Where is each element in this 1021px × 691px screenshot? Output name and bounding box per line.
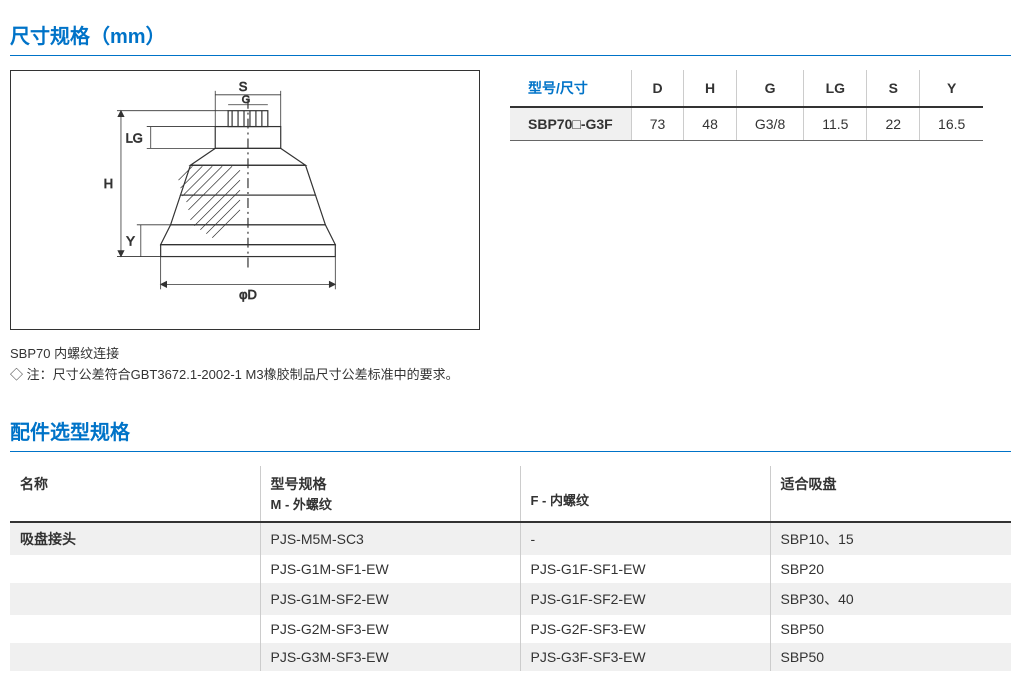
dimensions-row: S G LG H Y bbox=[10, 70, 1011, 386]
acc-name-cell: 吸盘接头 bbox=[10, 522, 260, 555]
dim-cell-LG: 11.5 bbox=[804, 107, 867, 141]
dim-header-Y: Y bbox=[920, 70, 984, 107]
dim-label-G: G bbox=[242, 94, 250, 106]
dim-label-D: φD bbox=[239, 287, 257, 302]
table-row: SBP70□-G3F 73 48 G3/8 11.5 22 16.5 bbox=[510, 107, 983, 141]
dim-label-H: H bbox=[104, 176, 113, 191]
dim-cell-model: SBP70□-G3F bbox=[510, 107, 631, 141]
diagram-note: ◇ 注：尺寸公差符合GBT3672.1-2002-1 M3橡胶制品尺寸公差标准中… bbox=[10, 365, 480, 386]
dim-header-model: 型号/尺寸 bbox=[510, 70, 631, 107]
section-title-accessories: 配件选型规格 bbox=[10, 416, 1011, 452]
table-header-row: 名称 型号规格 M - 外螺纹 F - 内螺纹 适合吸盘 bbox=[10, 466, 1011, 522]
acc-header-cup: 适合吸盘 bbox=[770, 466, 1011, 522]
acc-f-cell: PJS-G2F-SF3-EW bbox=[520, 615, 770, 643]
acc-cup-cell: SBP20 bbox=[770, 555, 1011, 583]
acc-header-cup-label: 适合吸盘 bbox=[781, 476, 837, 492]
diagram-box: S G LG H Y bbox=[10, 70, 480, 330]
acc-header-name-label: 名称 bbox=[20, 476, 48, 492]
acc-header-model-m: 型号规格 M - 外螺纹 bbox=[260, 466, 520, 522]
dim-cell-G: G3/8 bbox=[736, 107, 803, 141]
dimensions-table: 型号/尺寸 D H G LG S Y SBP70□-G3F 73 48 G3/8… bbox=[510, 70, 983, 141]
acc-cup-cell: SBP10、15 bbox=[770, 522, 1011, 555]
dim-header-G: G bbox=[736, 70, 803, 107]
table-header-row: 型号/尺寸 D H G LG S Y bbox=[510, 70, 983, 107]
dim-header-LG: LG bbox=[804, 70, 867, 107]
acc-m-cell: PJS-G2M-SF3-EW bbox=[260, 615, 520, 643]
acc-m-cell: PJS-G3M-SF3-EW bbox=[260, 643, 520, 671]
diagram-wrap: S G LG H Y bbox=[10, 70, 480, 386]
dim-header-S: S bbox=[867, 70, 920, 107]
acc-header-name: 名称 bbox=[10, 466, 260, 522]
dim-header-D: D bbox=[631, 70, 684, 107]
acc-rowlabel: 吸盘接头 bbox=[20, 531, 76, 547]
acc-m-cell: PJS-G1M-SF2-EW bbox=[260, 583, 520, 615]
acc-header-f-label: F - 内螺纹 bbox=[531, 493, 590, 508]
acc-f-cell: PJS-G1F-SF1-EW bbox=[520, 555, 770, 583]
table-row: PJS-G1M-SF1-EW PJS-G1F-SF1-EW SBP20 bbox=[10, 555, 1011, 583]
dim-header-H: H bbox=[684, 70, 737, 107]
suction-cup-diagram: S G LG H Y bbox=[11, 71, 479, 329]
dim-cell-Y: 16.5 bbox=[920, 107, 984, 141]
dim-label-Y: Y bbox=[126, 234, 135, 249]
table-row: PJS-G3M-SF3-EW PJS-G3F-SF3-EW SBP50 bbox=[10, 643, 1011, 671]
acc-header-m-label: M - 外螺纹 bbox=[271, 497, 332, 512]
table-row: 吸盘接头 PJS-M5M-SC3 - SBP10、15 bbox=[10, 522, 1011, 555]
acc-f-cell: PJS-G3F-SF3-EW bbox=[520, 643, 770, 671]
acc-cup-cell: SBP30、40 bbox=[770, 583, 1011, 615]
acc-m-cell: PJS-M5M-SC3 bbox=[260, 522, 520, 555]
table-row: PJS-G1M-SF2-EW PJS-G1F-SF2-EW SBP30、40 bbox=[10, 583, 1011, 615]
accessories-table: 名称 型号规格 M - 外螺纹 F - 内螺纹 适合吸盘 吸盘接头 PJS-M5… bbox=[10, 466, 1011, 671]
acc-f-cell: PJS-G1F-SF2-EW bbox=[520, 583, 770, 615]
dim-label-LG: LG bbox=[126, 130, 143, 145]
dim-cell-H: 48 bbox=[684, 107, 737, 141]
acc-cup-cell: SBP50 bbox=[770, 615, 1011, 643]
acc-m-cell: PJS-G1M-SF1-EW bbox=[260, 555, 520, 583]
acc-cup-cell: SBP50 bbox=[770, 643, 1011, 671]
section-title-dimensions: 尺寸规格（mm） bbox=[10, 20, 1011, 56]
dim-cell-D: 73 bbox=[631, 107, 684, 141]
table-row: PJS-G2M-SF3-EW PJS-G2F-SF3-EW SBP50 bbox=[10, 615, 1011, 643]
acc-header-model-f: F - 内螺纹 bbox=[520, 466, 770, 522]
dim-label-S: S bbox=[239, 79, 248, 94]
acc-header-model-label: 型号规格 bbox=[271, 476, 327, 492]
acc-f-cell: - bbox=[520, 522, 770, 555]
dim-cell-S: 22 bbox=[867, 107, 920, 141]
diagram-caption: SBP70 内螺纹连接 bbox=[10, 344, 480, 365]
